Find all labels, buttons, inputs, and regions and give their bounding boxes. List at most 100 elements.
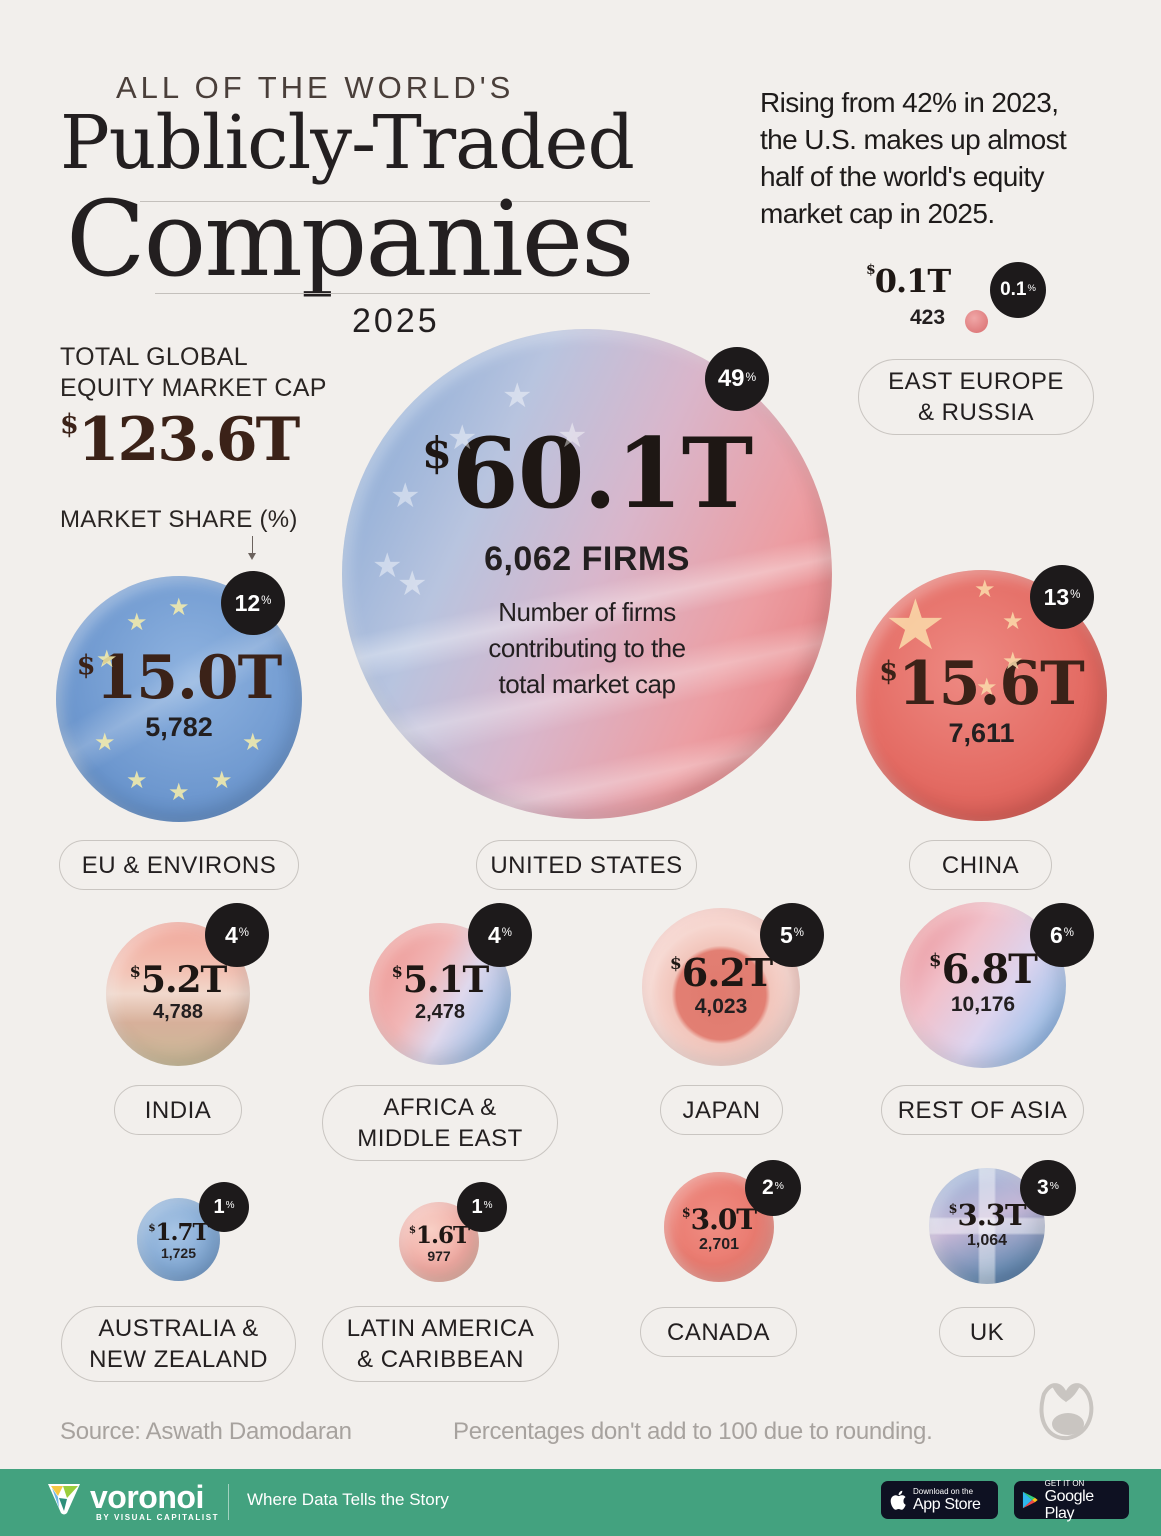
uk-cap: $3.3T (948, 1198, 1027, 1232)
percent-sign: % (1027, 282, 1036, 294)
total-label-line-2: EQUITY MARKET CAP (60, 374, 327, 402)
star-icon: ★ (397, 565, 428, 603)
app-store-button[interactable]: Download on the App Store (881, 1481, 998, 1519)
pct-value: 3 (1036, 1176, 1049, 1199)
star-icon: ★ (242, 729, 264, 756)
star-icon: ★ (976, 674, 998, 701)
china-cap-value: 15.6T (898, 649, 1085, 719)
market-share-label: MARKET SHARE (%) (60, 506, 298, 533)
japan-pct-badge: 5% (760, 903, 824, 967)
eu-pct-badge: 12% (221, 571, 285, 635)
total-value: $123.6T (60, 405, 301, 475)
total-value-number: 123.6T (77, 405, 301, 475)
uk-cap-value: 3.3T (957, 1198, 1027, 1232)
title-line-1: Publicly-Traded (60, 100, 635, 186)
china-firms: 7,611 (948, 718, 1015, 748)
title-rule-top (140, 201, 650, 202)
anz-cap-value: 1.7T (155, 1219, 210, 1246)
uk-bubble: $3.3T 1,064 (929, 1168, 1045, 1284)
google-play-icon (1022, 1491, 1038, 1509)
percent-sign: % (1063, 926, 1075, 939)
eeur-bubble (965, 310, 988, 333)
label-africa-middle-east: AFRICA & MIDDLE EAST (322, 1085, 558, 1161)
star-icon: ★ (502, 377, 533, 415)
star-icon: ★ (126, 609, 148, 636)
us-firms-value: 6,062 (484, 540, 572, 578)
label-india: INDIA (114, 1085, 242, 1135)
label-uk: UK (939, 1307, 1035, 1357)
latam-firms: 977 (427, 1247, 451, 1264)
apple-icon (890, 1490, 906, 1510)
star-icon: ★ (168, 779, 190, 806)
uk-firms: 1,064 (966, 1232, 1008, 1249)
label-east-europe-russia: EAST EUROPE & RUSSIA (858, 359, 1094, 435)
pct-value: 0.1 (1000, 279, 1027, 300)
china-pct-badge: 13% (1030, 565, 1094, 629)
google-play-small-text: GET IT ON (1044, 1478, 1085, 1488)
percent-sign: % (483, 1199, 493, 1211)
label-united-states: UNITED STATES (476, 840, 697, 890)
label-canada: CANADA (640, 1307, 797, 1357)
star-icon: ★ (211, 767, 233, 794)
us-cap: $60.1T (421, 426, 753, 522)
japan-firms: 4,023 (694, 994, 748, 1018)
eeur-cap-value: 0.1T (874, 262, 951, 300)
star-icon: ★ (1002, 608, 1024, 635)
star-icon: ★ (1002, 648, 1024, 675)
india-firms: 4,788 (152, 1001, 204, 1023)
anz-firms: 1,725 (160, 1245, 197, 1261)
label-rest-of-asia: REST OF ASIA (881, 1085, 1084, 1135)
anz-pct-badge: 1% (199, 1182, 249, 1232)
latam-pct-badge: 1% (457, 1182, 507, 1232)
currency-symbol: $ (421, 428, 452, 480)
us-bubble: ★ ★ ★ ★ ★ ★ $60.1T 6,062 FIRMS Number of… (342, 329, 832, 819)
africa-cap: $5.1T (392, 959, 490, 1001)
us-cap-value: 60.1T (451, 417, 753, 530)
pct-value: 49 (717, 365, 745, 392)
canada-firms: 2,701 (698, 1235, 740, 1253)
eeur-pct-badge: 0.1% (990, 262, 1046, 318)
roa-pct-badge: 6% (1030, 903, 1094, 967)
google-play-button[interactable]: GET IT ON Google Play (1014, 1478, 1129, 1522)
label-latin-america-caribbean: LATIN AMERICA & CARIBBEAN (322, 1306, 559, 1382)
eu-cap-value: 15.0T (95, 642, 283, 713)
japan-cap-value: 6.2T (681, 949, 773, 995)
india-pct-badge: 4% (205, 903, 269, 967)
india-cap-value: 5.2T (140, 959, 227, 1001)
star-icon: ★ (168, 594, 190, 621)
currency-symbol: $ (129, 962, 141, 982)
brand-name[interactable]: voronoi (90, 1479, 204, 1515)
google-play-big-text: Google Play (1044, 1487, 1095, 1522)
latam-cap: $1.6T (409, 1221, 470, 1249)
latam-cap-value: 1.6T (416, 1221, 470, 1249)
voronoi-logo-icon[interactable] (45, 1480, 83, 1516)
label-australia-new-zealand: AUSTRALIA & NEW ZEALAND (61, 1306, 296, 1382)
percent-sign: % (1070, 588, 1081, 601)
title-kicker: ALL OF THE WORLD'S (116, 70, 515, 105)
currency-symbol: $ (866, 262, 876, 278)
africa-pct-badge: 4% (468, 903, 532, 967)
label-line: NEW ZEALAND (89, 1346, 268, 1373)
roa-cap: $6.8T (929, 949, 1038, 990)
star-icon: ★ (974, 576, 996, 603)
label-line: AUSTRALIA & (98, 1315, 259, 1342)
firms-suffix: FIRMS (581, 540, 690, 578)
africa-bubble: $5.1T 2,478 (369, 923, 511, 1065)
us-firms: 6,062 FIRMS (484, 542, 690, 576)
brand-subtitle: BY VISUAL CAPITALIST (96, 1513, 220, 1522)
pct-value: 1 (213, 1195, 225, 1218)
source-note: Source: Aswath Damodaran (60, 1418, 352, 1445)
app-store-small-text: Download on the (913, 1487, 974, 1496)
star-icon: ★ (557, 417, 588, 455)
india-cap: $5.2T (129, 959, 228, 1001)
roa-firms: 10,176 (950, 992, 1016, 1016)
canada-cap: $3.0T (682, 1205, 757, 1234)
uk-pct-badge: 3% (1020, 1160, 1076, 1216)
currency-symbol: $ (929, 950, 941, 972)
anz-bubble: $1.7T 1,725 (137, 1198, 220, 1281)
title-rule-bottom (155, 293, 650, 294)
us-annotation: Rising from 42% in 2023, the U.S. makes … (760, 87, 1067, 229)
title-year: 2025 (352, 302, 440, 340)
africa-cap-value: 5.1T (402, 959, 489, 1001)
star-icon: ★ (96, 646, 118, 673)
